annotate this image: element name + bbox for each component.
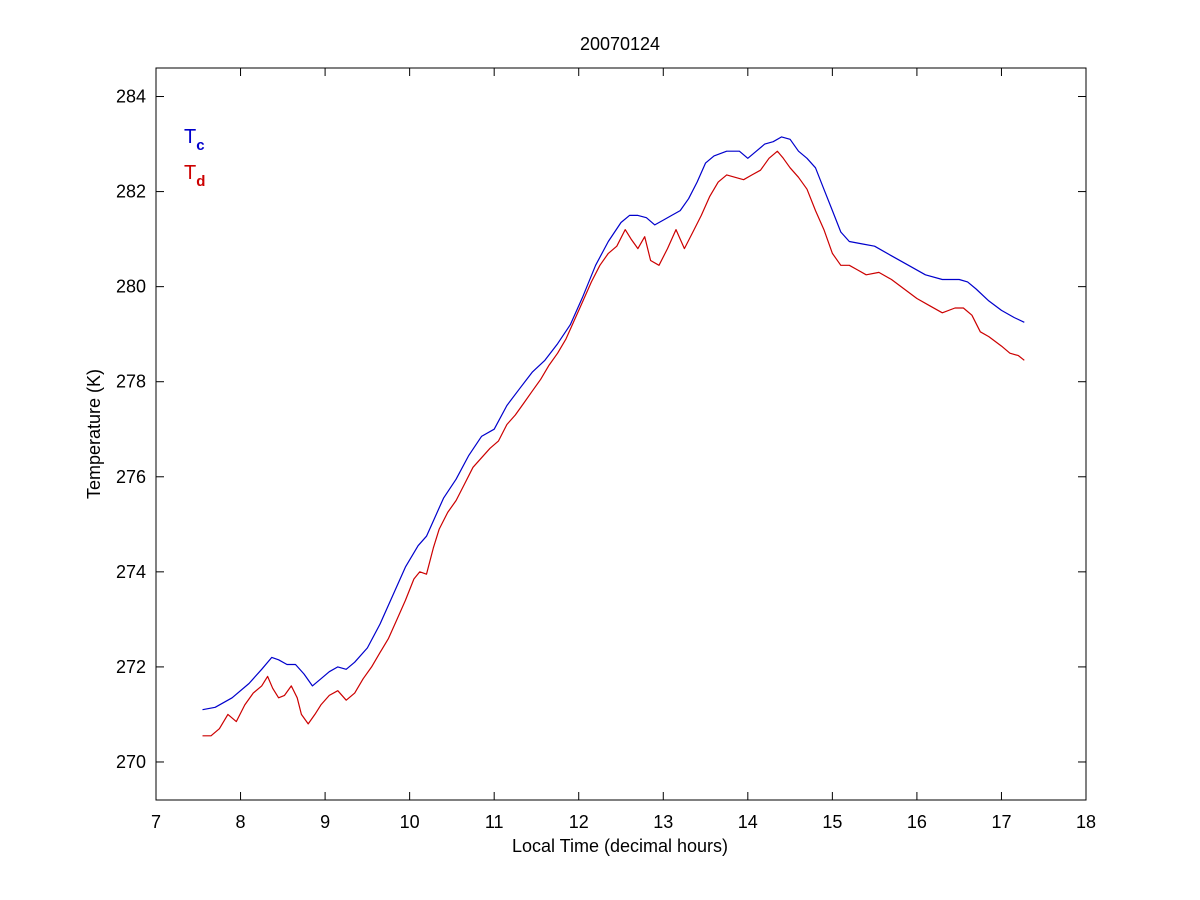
x-tick-label: 18 [1076, 812, 1096, 832]
legend-entry-1: Td [184, 162, 205, 190]
legend-subscript: d [196, 173, 205, 190]
y-tick-label: 280 [116, 277, 146, 297]
y-tick-label: 270 [116, 752, 146, 772]
x-tick-label: 10 [400, 812, 420, 832]
series-line-1 [202, 150, 1025, 737]
y-tick-label: 282 [116, 182, 146, 202]
x-tick-label: 11 [485, 812, 504, 832]
y-tick-label: 276 [116, 467, 146, 487]
y-tick-label: 278 [116, 372, 146, 392]
axis-ticks: 7 8 9 10 11 12 13 14 15 16 17 18 270 272 274 276 278 280 2… [116, 68, 1096, 832]
x-tick-label: 17 [991, 812, 1011, 832]
y-axis-label: Temperature (K) [84, 369, 104, 499]
x-tick-label: 7 [151, 812, 161, 832]
x-tick-label: 14 [738, 812, 758, 832]
chart-title: 20070124 [580, 34, 660, 54]
plot-frame [155, 67, 1087, 801]
legend-entry-0: Tc [184, 126, 205, 154]
x-tick-label: 12 [569, 812, 589, 832]
y-tick-label: 272 [116, 657, 146, 677]
legend-symbol: T [184, 126, 196, 148]
x-tick-label: 16 [907, 812, 927, 832]
y-tick-label: 284 [116, 87, 146, 107]
x-axis-label: Local Time (decimal hours) [512, 836, 728, 856]
x-tick-label: 8 [236, 812, 246, 832]
y-tick-label: 274 [116, 562, 146, 582]
x-tick-label: 15 [822, 812, 842, 832]
series-line-0 [202, 136, 1025, 711]
series-lines [202, 136, 1025, 737]
x-tick-label: 9 [320, 812, 330, 832]
x-tick-label: 13 [653, 812, 673, 832]
legend-subscript: c [196, 137, 204, 154]
legend-symbol: T [184, 162, 196, 184]
